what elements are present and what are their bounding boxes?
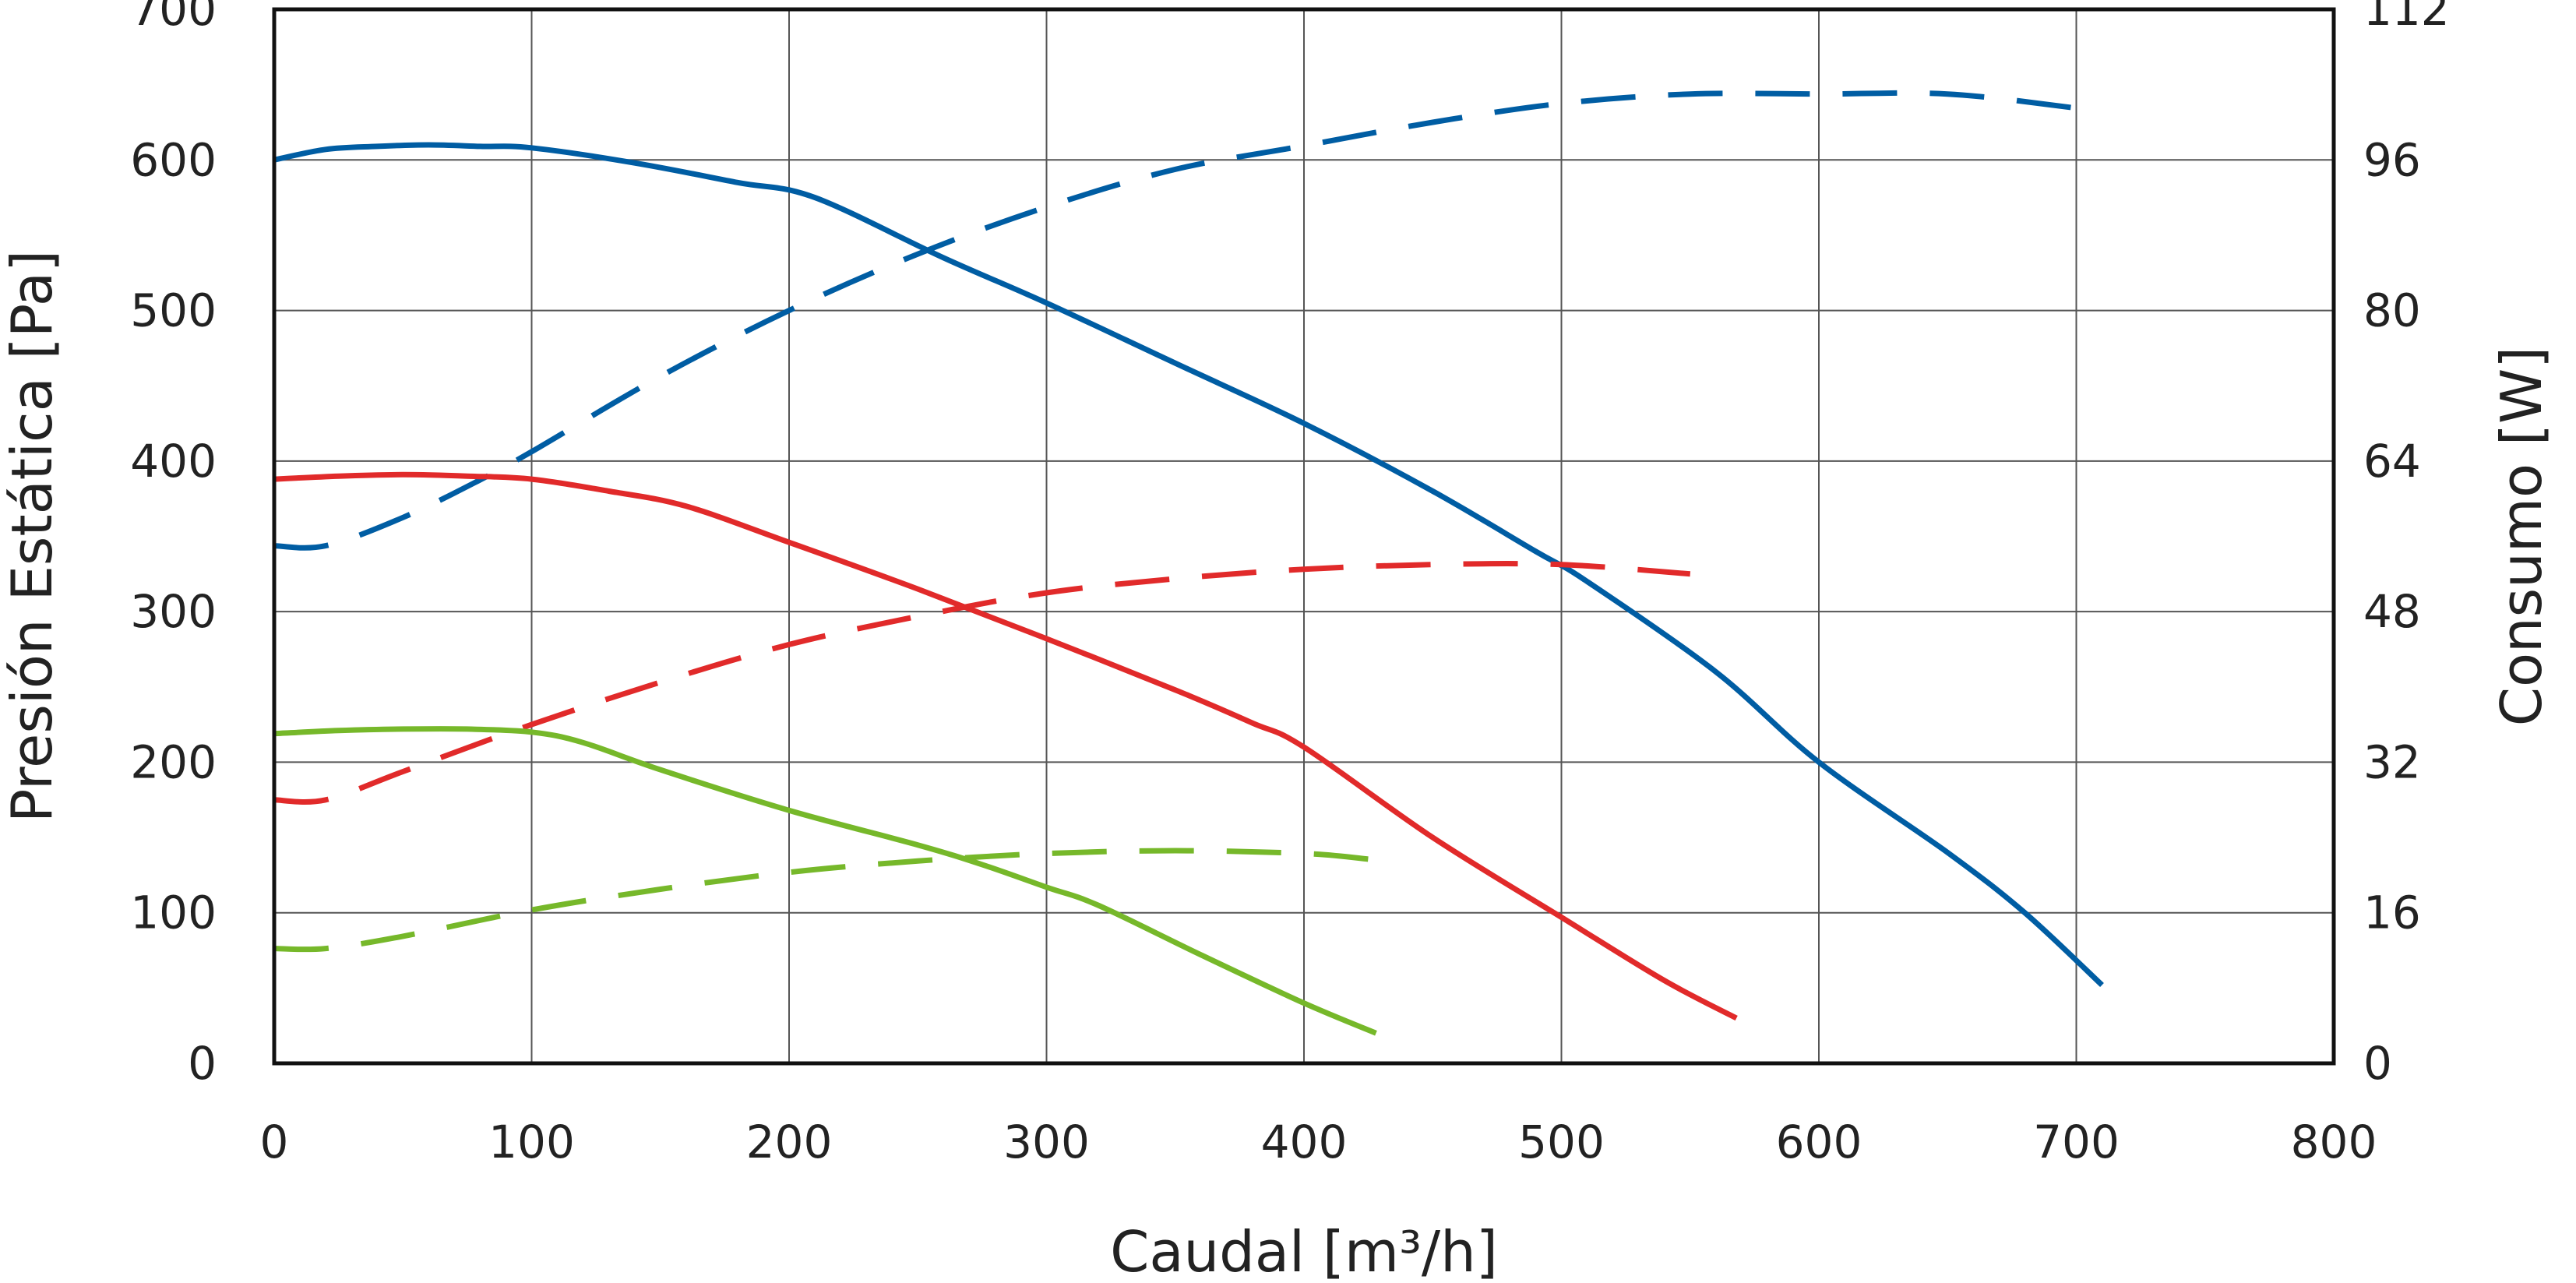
series-green-solid-line bbox=[273, 726, 1377, 1036]
x-tick-label: 700 bbox=[2033, 1116, 2120, 1168]
y2-tick-label: 16 bbox=[2363, 886, 2421, 939]
y-tick-label: 0 bbox=[188, 1037, 217, 1090]
y-tick-label: 100 bbox=[130, 886, 217, 939]
series-layer bbox=[273, 90, 2104, 1036]
y2-tick-label: 112 bbox=[2363, 0, 2450, 36]
x-tick-label: 0 bbox=[260, 1116, 289, 1168]
y-tick-label: 500 bbox=[130, 284, 217, 337]
y2-tick-label: 96 bbox=[2363, 133, 2421, 186]
x-axis-title: Caudal [m³/h] bbox=[1110, 1219, 1498, 1283]
y-tick-label: 600 bbox=[130, 133, 217, 186]
series-blue-solid-line bbox=[273, 142, 2104, 988]
x-tick-label: 100 bbox=[488, 1116, 575, 1168]
y-tick-label: 300 bbox=[130, 585, 217, 638]
series-green-dashed-line bbox=[273, 848, 1369, 953]
grid-layer bbox=[274, 9, 2334, 1063]
x-tick-label: 300 bbox=[1003, 1116, 1090, 1168]
y2-tick-label: 64 bbox=[2363, 435, 2421, 488]
y2-axis-title: Consumo [W] bbox=[2489, 347, 2554, 727]
x-tick-label: 500 bbox=[1518, 1116, 1605, 1168]
plot-frame bbox=[272, 7, 2336, 1066]
y2-tick-label: 0 bbox=[2363, 1037, 2392, 1090]
series-red-dashed-line bbox=[273, 561, 1691, 805]
y2-tick-label: 48 bbox=[2363, 585, 2421, 638]
y-tick-label: 700 bbox=[130, 0, 217, 36]
right-axis-ticks: 0 16 32 48 64 80 96 112 bbox=[2363, 0, 2450, 1090]
left-axis-ticks: 0 100 200 300 400 500 600 700 bbox=[130, 0, 217, 1090]
x-tick-label: 800 bbox=[2291, 1116, 2377, 1168]
y-tick-label: 200 bbox=[130, 735, 217, 788]
y2-tick-label: 32 bbox=[2363, 735, 2421, 788]
x-tick-label: 200 bbox=[746, 1116, 833, 1168]
series-red-solid-line bbox=[273, 471, 1738, 1021]
y-axis-title: Presión Estática [Pa] bbox=[0, 250, 65, 823]
x-tick-label: 600 bbox=[1776, 1116, 1862, 1168]
bottom-axis-ticks: 0 100 200 300 400 500 600 700 800 bbox=[260, 1116, 2377, 1168]
x-tick-label: 400 bbox=[1261, 1116, 1348, 1168]
y2-tick-label: 80 bbox=[2363, 284, 2421, 337]
y-tick-label: 400 bbox=[130, 435, 217, 488]
